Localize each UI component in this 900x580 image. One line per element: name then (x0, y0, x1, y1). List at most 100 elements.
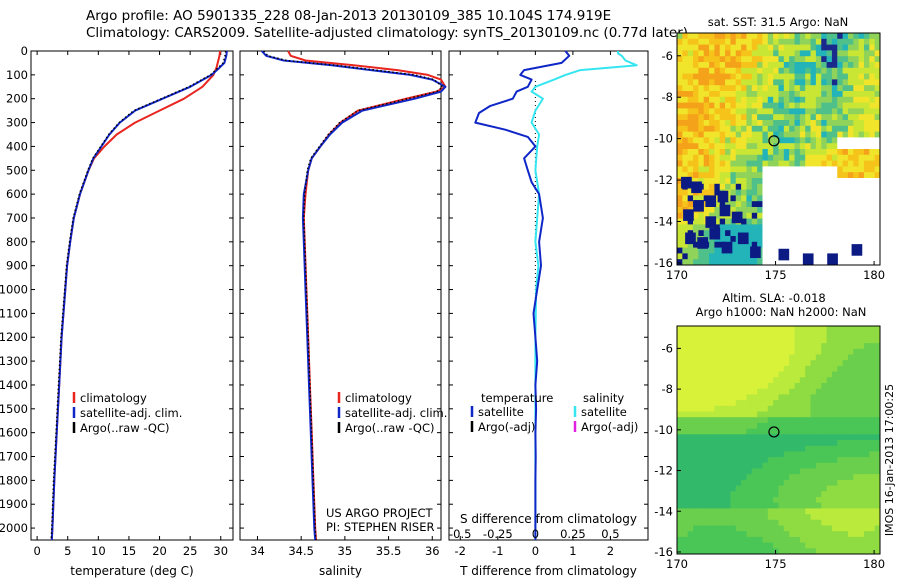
sst-map-cell (821, 183, 827, 190)
sst-map-cell (794, 67, 801, 74)
sla-map-cell (826, 360, 833, 367)
sst-map-cell (725, 102, 731, 109)
sla-map-cell (719, 428, 726, 435)
sla-map-cell (831, 343, 838, 350)
sla-map-cell (794, 377, 801, 384)
sla-map-cell (714, 388, 721, 395)
sst-map-cell (783, 195, 790, 202)
sst-map-cell (730, 160, 737, 167)
sla-map-cell (799, 457, 806, 464)
sla-map-cell (826, 457, 833, 464)
sst-map-cell (847, 195, 854, 202)
sla-map-cell (847, 525, 854, 532)
sla-map-cell (698, 548, 705, 555)
sla-map-cell (757, 354, 763, 361)
sla-map-cell (853, 400, 860, 407)
sst-map-cell (746, 120, 753, 127)
sla-map-cell (863, 497, 870, 504)
sla-map-cell (767, 457, 774, 464)
sla-map-cell (762, 440, 769, 447)
sst-map-cell (805, 102, 811, 109)
sst-map-cell (874, 201, 881, 208)
sla-map-cell (805, 445, 811, 452)
sst-map-cell (714, 154, 721, 161)
sla-map-cell (783, 417, 790, 424)
sla-map-cell (719, 474, 726, 481)
sst-map-cell (826, 91, 833, 98)
sla-map-cell (821, 542, 827, 549)
sla-map-cell (837, 417, 843, 424)
sst-map-cell (789, 120, 795, 127)
sla-map-cell (815, 343, 822, 350)
sla-map-cell (815, 337, 822, 344)
sst-map-cell (869, 143, 876, 150)
sla-map-cell (799, 497, 806, 504)
sla-map-cell (735, 491, 742, 498)
sla-map-cell (714, 331, 721, 338)
sst-map-cell (842, 120, 849, 127)
sst-map-cell (794, 50, 801, 57)
sst-map-cell (869, 224, 876, 231)
sla-map-cell (810, 428, 817, 435)
sla-map-cell (677, 531, 683, 538)
sst-map-cell (746, 62, 753, 69)
sst-map-cell (874, 96, 881, 103)
sla-map-ytick-label: -12 (654, 464, 673, 478)
sst-map-cell (794, 178, 801, 185)
sla-map-cell (709, 451, 715, 458)
sst-map-cell (730, 143, 737, 150)
sla-map-cell (677, 428, 683, 435)
sla-map-cell (789, 531, 795, 538)
sst-map-cell (767, 183, 774, 190)
sst-map-cell (773, 195, 779, 202)
sla-map-cell (703, 508, 710, 515)
sla-map-cell (778, 445, 785, 452)
sla-map-cell (773, 326, 779, 333)
sla-map-cell (682, 536, 689, 543)
sst-map-cell (757, 73, 763, 80)
sst-map-cell (789, 50, 795, 57)
sla-map-cell (682, 434, 689, 441)
sst-map-cell (767, 125, 774, 132)
sst-map-cell (703, 91, 710, 98)
sst-map-cell (767, 166, 774, 173)
sst-map-cell (799, 172, 806, 179)
sla-map-cell (863, 354, 870, 361)
sla-map-cell (714, 326, 721, 333)
sla-map-cell (853, 337, 860, 344)
sla-map-cell (863, 365, 870, 372)
sst-map-cell (837, 212, 843, 219)
sst-map-cell (858, 207, 865, 214)
sla-map-cell (767, 497, 774, 504)
sla-map-cell (869, 422, 876, 429)
sla-map-cell (789, 445, 795, 452)
sla-map-cell (863, 514, 870, 521)
sla-map-cell (799, 428, 806, 435)
sst-map-cell (757, 125, 763, 132)
sla-map-cell (757, 457, 763, 464)
sst-map-cell (687, 73, 694, 80)
sst-map-cell (709, 62, 715, 69)
sla-map-cell (719, 371, 726, 378)
sst-map-cell (783, 56, 790, 63)
sla-map-cell (869, 479, 876, 486)
sst-map-cell (773, 143, 779, 150)
sst-map-cell (703, 160, 710, 167)
sst-map-cell (703, 44, 710, 51)
sla-map-cell (805, 519, 811, 526)
sla-map-cell (842, 457, 849, 464)
sst-map-cell (703, 56, 710, 63)
sla-map-cell (874, 514, 881, 521)
temperature-xtick-label: 10 (91, 544, 106, 558)
sst-map-cell (783, 236, 790, 243)
sla-map-cell (783, 485, 790, 492)
sst-map-cell (831, 160, 838, 167)
sla-map-cell (821, 377, 827, 384)
sst-map-cell (858, 56, 865, 63)
sst-map-cell (687, 154, 694, 161)
sla-map-cell (863, 519, 870, 526)
sla-map-cell (821, 485, 827, 492)
sla-map-cell (719, 354, 726, 361)
sst-map-cell (810, 44, 817, 51)
sst-map-cell (863, 96, 870, 103)
